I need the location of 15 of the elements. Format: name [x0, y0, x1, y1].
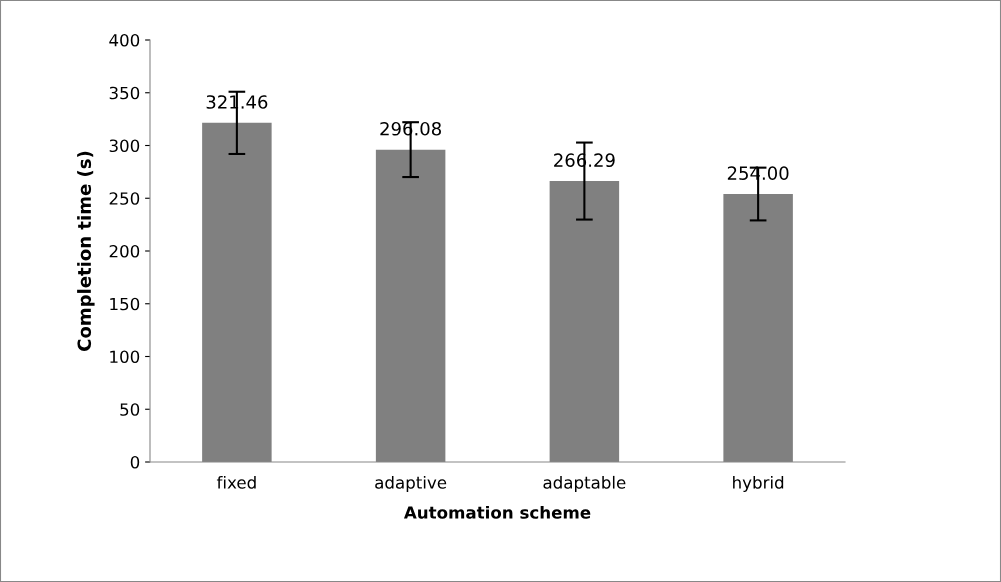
x-tick-label: adaptable: [543, 475, 626, 493]
y-tick-label: 200: [109, 244, 140, 258]
x-tick-label: fixed: [216, 475, 256, 489]
y-tick-label: 0: [130, 455, 140, 469]
x-axis-title: Automation scheme: [403, 505, 591, 519]
y-axis-title: Completion time (s): [77, 151, 95, 351]
x-tick-label: hybrid: [733, 475, 784, 493]
y-tick-label: 300: [109, 139, 140, 153]
x-tick-label: adaptive: [375, 475, 447, 493]
y-tick-label: 400: [109, 33, 140, 47]
y-tick-label: 350: [109, 86, 140, 100]
y-tick-label: 100: [110, 350, 140, 364]
y-tick-label: 250: [109, 192, 140, 205]
y-tick-label: 50: [120, 403, 140, 416]
y-tick-label: 150: [110, 297, 140, 311]
